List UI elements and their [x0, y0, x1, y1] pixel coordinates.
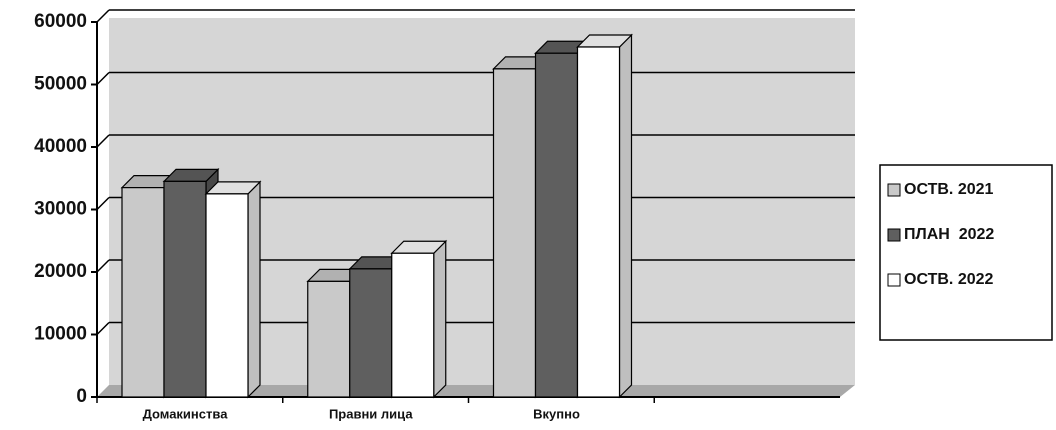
y-tick-label: 50000: [34, 74, 87, 95]
y-tick-label: 30000: [34, 199, 87, 220]
y-tick-label: 60000: [34, 11, 87, 32]
y-tick-label: 0: [76, 386, 87, 407]
bar: [576, 46, 621, 398]
grid-line-side: [96, 71, 110, 86]
legend: [879, 164, 1053, 341]
x-tick-label: Правни лица: [329, 406, 413, 421]
back-wall: [109, 18, 855, 385]
legend-label: ОСТВ. 2021: [904, 181, 994, 198]
grid-line-side: [96, 259, 110, 273]
grid-line-side: [96, 321, 110, 336]
legend-swatch: [887, 273, 901, 287]
bar: [492, 68, 537, 398]
bar: [307, 280, 351, 398]
legend-label: ПЛАН 2022: [904, 226, 994, 243]
x-tick-label: Вкупно: [533, 406, 580, 421]
floor: [97, 385, 855, 397]
bar: [163, 180, 207, 398]
bar: [391, 252, 435, 398]
y-tick-label: 20000: [34, 261, 87, 282]
bar-side: [247, 180, 261, 399]
y-tick-label: 10000: [34, 324, 87, 345]
x-tick-label: Домакинства: [143, 406, 229, 421]
bar: [349, 268, 393, 398]
bar: [205, 193, 249, 398]
grid-line-side: [96, 9, 110, 23]
bar-side: [433, 239, 447, 399]
grid-line-side: [96, 134, 110, 148]
y-tick-label: 40000: [34, 136, 87, 157]
legend-swatch: [887, 228, 901, 242]
grid-line-side: [96, 196, 110, 211]
legend-label: ОСТВ. 2022: [904, 271, 994, 288]
bar: [121, 187, 165, 398]
legend-swatch: [887, 183, 901, 197]
bar: [534, 52, 579, 398]
bar-side: [618, 33, 633, 399]
